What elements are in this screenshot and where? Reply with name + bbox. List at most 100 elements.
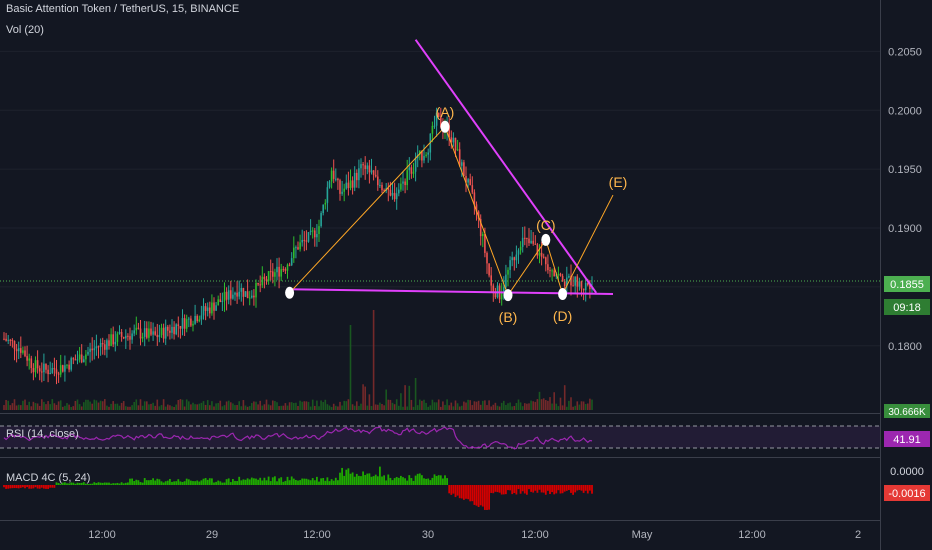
volume-bar: [471, 405, 474, 410]
macd-bar: [47, 485, 49, 489]
macd-bar: [549, 485, 551, 495]
macd-bar: [225, 479, 228, 485]
volume-bar: [179, 399, 182, 410]
volume-bar: [318, 406, 320, 410]
volume-bar: [269, 405, 272, 410]
candle-body: [574, 276, 576, 286]
candle-body: [110, 334, 112, 346]
macd-bar: [542, 485, 545, 493]
macd-bar: [433, 474, 436, 485]
macd-legend[interactable]: MACD 4C (5, 24): [6, 472, 91, 484]
macd-bar: [404, 478, 406, 485]
candle-body: [131, 333, 133, 340]
candle-body: [148, 328, 150, 338]
macd-bar: [181, 481, 184, 485]
candle-body: [240, 287, 243, 292]
candle-body: [139, 328, 142, 339]
volume-bar: [76, 399, 79, 410]
macd-bar: [301, 478, 304, 485]
candle-body: [322, 204, 324, 213]
volume-bar: [551, 403, 553, 410]
symbol-title[interactable]: Basic Attention Token / TetherUS, 15, BI…: [6, 3, 240, 15]
volume-bar: [303, 401, 306, 410]
candle-body: [20, 348, 22, 353]
candle-body: [177, 324, 180, 326]
volume-bar: [15, 405, 18, 410]
wave-point-handle[interactable]: [285, 286, 295, 299]
macd-bar: [76, 482, 79, 485]
candle-body: [521, 237, 524, 247]
macd-bar: [381, 476, 383, 485]
candle-body: [127, 335, 129, 337]
candle-body: [87, 351, 89, 355]
candle-body: [488, 263, 490, 276]
macd-bar: [26, 485, 28, 488]
candlestick-series[interactable]: [3, 107, 593, 385]
volume-bar: [555, 403, 558, 410]
macd-bar: [427, 478, 430, 485]
macd-bar: [11, 485, 14, 489]
candle-body: [219, 299, 222, 302]
volume-bar: [484, 400, 486, 410]
volume-bar: [507, 403, 509, 410]
price-tick-label: 0.2050: [888, 46, 922, 58]
volume-bar: [7, 400, 9, 410]
wave-annotation[interactable]: (A) (B) (C) (D) (E): [285, 104, 627, 325]
candle-body: [108, 340, 110, 346]
candle-body: [452, 137, 455, 143]
macd-bar: [349, 473, 352, 485]
candle-body: [553, 270, 555, 277]
candle-body: [349, 180, 352, 189]
candle-body: [406, 170, 408, 186]
macd-bar: [408, 475, 411, 485]
macd-bar: [328, 481, 331, 485]
volume-bar: [576, 401, 579, 410]
macd-bar: [303, 478, 306, 485]
macd-histogram: [3, 466, 593, 511]
upper-trendline[interactable]: [414, 39, 598, 294]
volume-bar: [498, 406, 501, 410]
volume-bar: [429, 405, 432, 410]
wave-point-handle[interactable]: [541, 233, 551, 246]
rsi-legend[interactable]: RSI (14, close): [6, 428, 79, 440]
candle-body: [192, 323, 194, 326]
macd-bar: [38, 485, 41, 489]
wave-path[interactable]: [289, 125, 614, 297]
macd-bar: [232, 479, 234, 485]
macd-bar: [265, 480, 268, 485]
volume-bar: [274, 400, 276, 410]
wave-point-handle[interactable]: [440, 120, 450, 133]
macd-bar: [133, 480, 136, 485]
svg-text:0.1855: 0.1855: [890, 279, 924, 291]
volume-bar: [156, 399, 159, 410]
volume-bar: [374, 404, 377, 410]
macd-bar: [309, 480, 312, 485]
volume-legend[interactable]: Vol (20): [6, 24, 44, 36]
volume-bar: [171, 406, 173, 410]
macd-bar: [82, 482, 85, 485]
macd-bar: [364, 474, 367, 485]
volume-bar: [530, 400, 532, 410]
macd-bar: [215, 481, 217, 485]
volume-bar: [196, 404, 198, 410]
macd-bar: [143, 478, 146, 485]
candle-body: [141, 336, 144, 339]
wave-point-handle[interactable]: [503, 289, 513, 302]
candle-body: [486, 252, 488, 264]
volume-bar: [395, 399, 398, 410]
volume-bar: [49, 404, 51, 410]
volume-bar: [563, 385, 566, 410]
candle-body: [154, 331, 156, 335]
volume-bar: [330, 406, 333, 410]
macd-bar: [561, 485, 564, 494]
macd-bar: [553, 485, 556, 495]
time-axis[interactable]: 12:00 29 12:00 30 12:00 May 12:00 2: [88, 529, 861, 541]
volume-bar: [532, 401, 534, 410]
volume-bar: [293, 402, 295, 410]
wave-point-handle[interactable]: [558, 287, 568, 300]
candle-body: [503, 287, 505, 293]
macd-bar: [383, 475, 385, 485]
volume-bar: [236, 405, 238, 410]
candle-body: [116, 333, 119, 342]
